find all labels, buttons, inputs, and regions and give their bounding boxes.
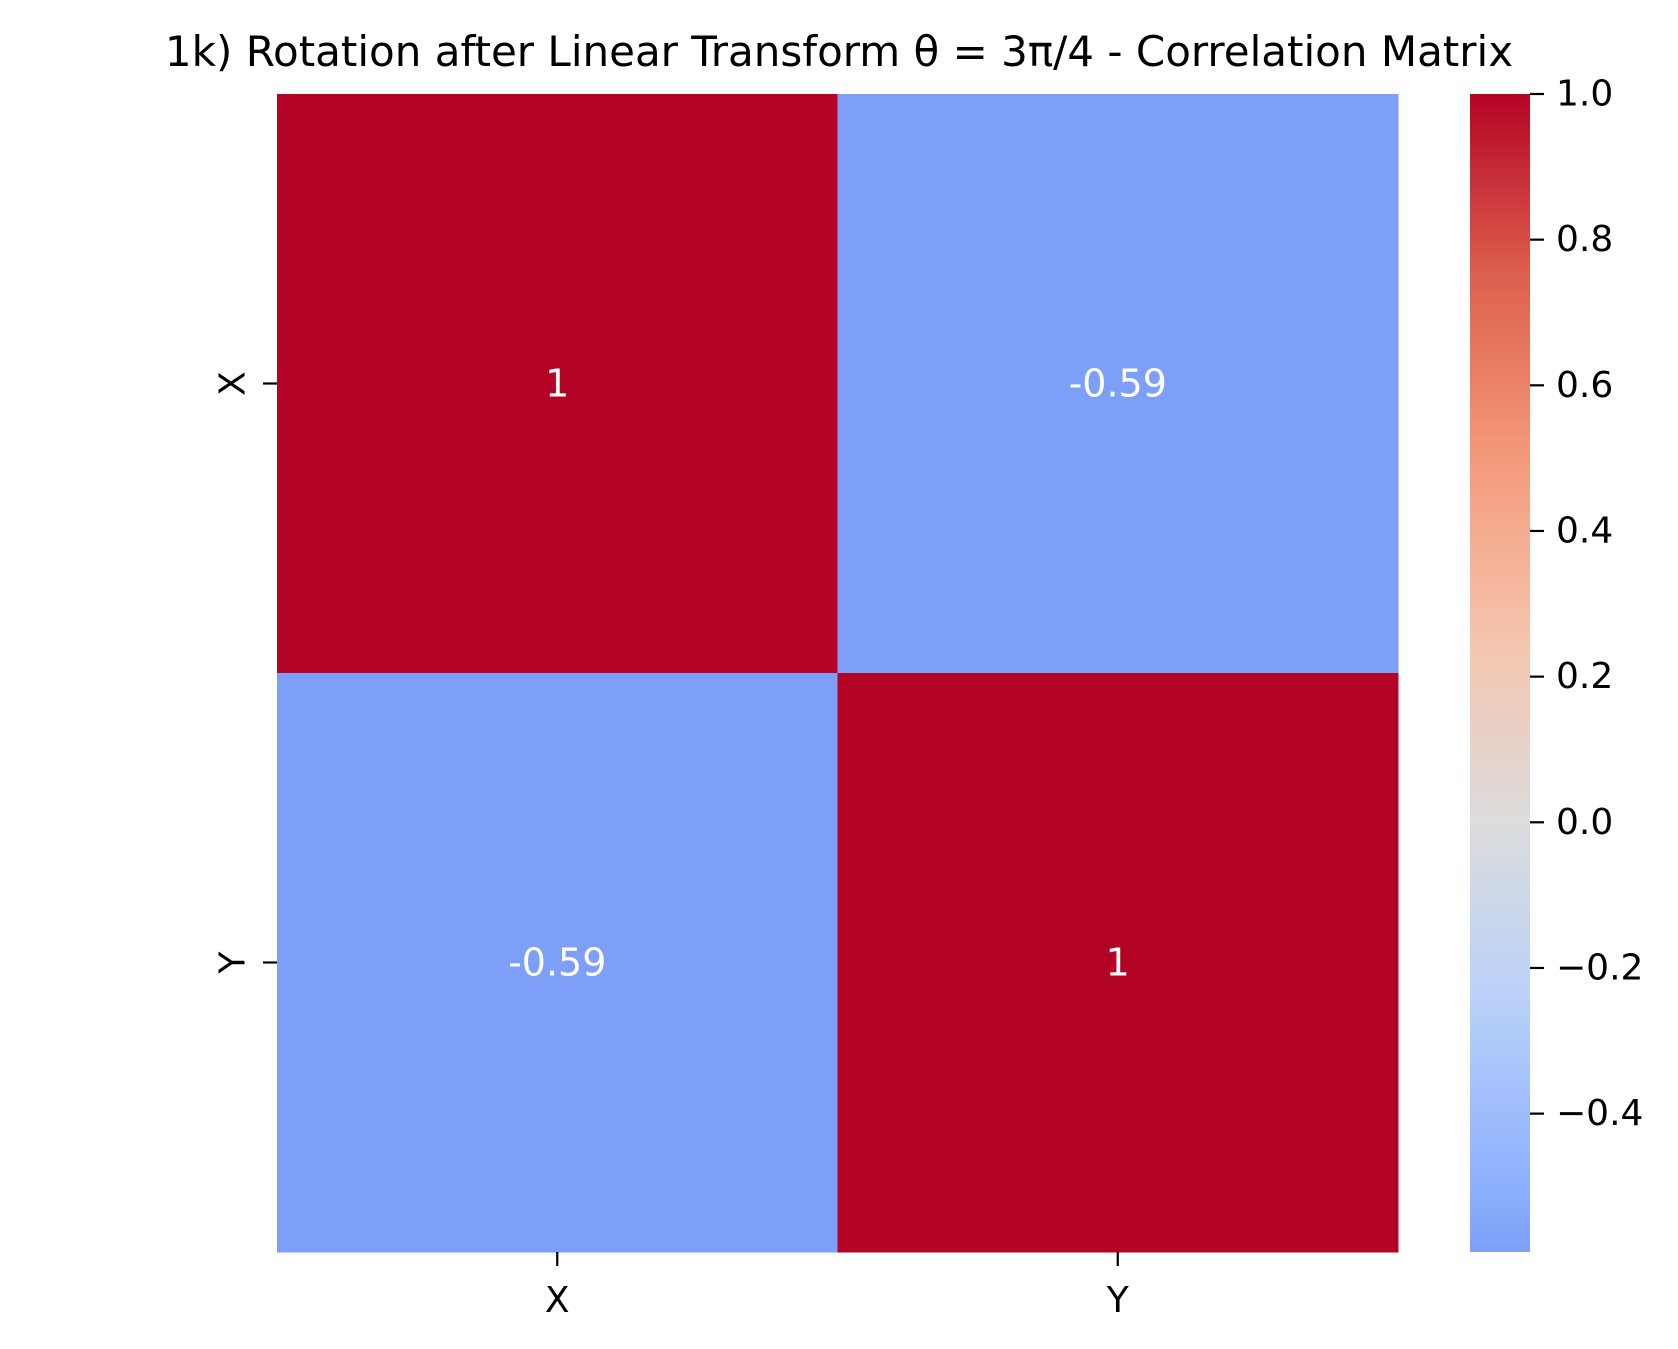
heatmap-annotations: 1 -0.59 -0.59 1 — [508, 362, 1167, 985]
cell-annotation-0-0: 1 — [545, 362, 569, 406]
cell-annotation-1-0: -0.59 — [508, 941, 606, 985]
heatmap-cell-1-0 — [277, 673, 838, 1253]
colorbar-tick-label: −0.4 — [1556, 1093, 1643, 1134]
y-axis: XY — [213, 371, 277, 975]
chart-title: 1k) Rotation after Linear Transform θ = … — [165, 27, 1513, 76]
y-tick-label: Y — [213, 951, 254, 975]
colorbar-tick-label: −0.2 — [1556, 947, 1643, 988]
cell-annotation-1-1: 1 — [1106, 941, 1130, 985]
colorbar — [1470, 94, 1530, 1252]
heatmap-cell-1-1 — [837, 673, 1399, 1253]
heatmap-cell-0-0 — [277, 94, 838, 674]
cell-annotation-0-1: -0.59 — [1069, 362, 1167, 406]
colorbar-tick-label: 0.8 — [1556, 219, 1613, 260]
y-tick-label: X — [213, 371, 254, 396]
colorbar-tick-label: 1.0 — [1556, 74, 1613, 115]
heatmap-cells — [277, 94, 1399, 1253]
colorbar-tick-label: 0.0 — [1556, 802, 1613, 843]
colorbar-tick-label: 0.6 — [1556, 365, 1613, 406]
x-tick-label: Y — [1106, 1280, 1130, 1321]
heatmap-cell-0-1 — [837, 94, 1399, 674]
x-tick-label: X — [545, 1280, 570, 1321]
colorbar-ticks: 1.0 0.8 0.6 0.4 0.2 0.0 −0.2 −0.4 — [1530, 74, 1643, 1134]
colorbar-tick-label: 0.2 — [1556, 656, 1613, 697]
colorbar-tick-label: 0.4 — [1556, 510, 1613, 551]
